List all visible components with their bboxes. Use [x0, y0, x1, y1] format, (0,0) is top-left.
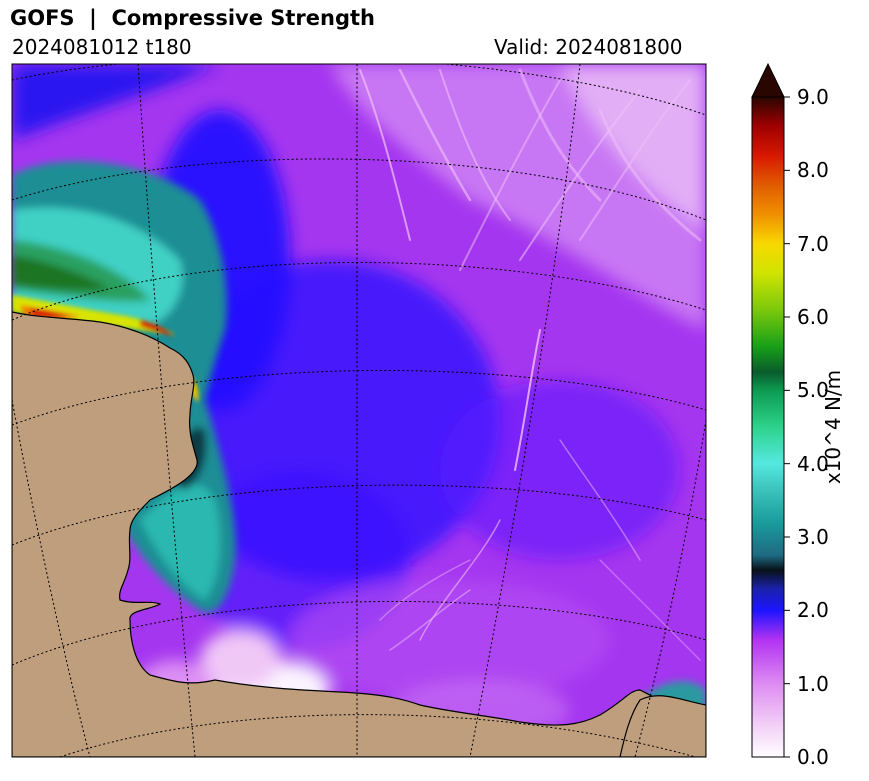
ice-strength-field [12, 64, 706, 740]
colorbar-tick-label: 5.0 [797, 378, 829, 403]
colorbar-tick-label: 4.0 [797, 451, 829, 476]
colorbar-unit-label: x10^4 N/m [821, 369, 845, 485]
map-frame [11, 63, 707, 758]
colorbar-tick-label: 0.0 [797, 745, 829, 769]
graticule [12, 64, 706, 757]
figure-title: GOFS | Compressive Strength [10, 6, 375, 30]
colorbar [751, 62, 790, 758]
colorbar-tick-label: 3.0 [797, 525, 829, 549]
colorbar-tick-label: 1.0 [797, 671, 829, 696]
peak-strength-band [12, 295, 199, 402]
map-panel [12, 64, 706, 757]
colorbar-tick-label: 8.0 [797, 158, 829, 183]
colorbar-tick-label: 9.0 [797, 85, 829, 109]
high-strength-zone [12, 161, 706, 732]
ice-lead-streaks [359, 68, 702, 661]
colorbar-tick-label: 6.0 [797, 305, 829, 329]
run-timestamp: 2024081012 t180 [12, 35, 192, 59]
valid-timestamp: Valid: 2024081800 [494, 35, 683, 59]
colorbar-tick-label: 7.0 [797, 231, 829, 256]
landmass [12, 311, 706, 757]
colorbar-extend-arrow [751, 62, 785, 98]
colorbar-tick-label: 2.0 [797, 598, 829, 623]
colorbar-scale [751, 96, 785, 758]
